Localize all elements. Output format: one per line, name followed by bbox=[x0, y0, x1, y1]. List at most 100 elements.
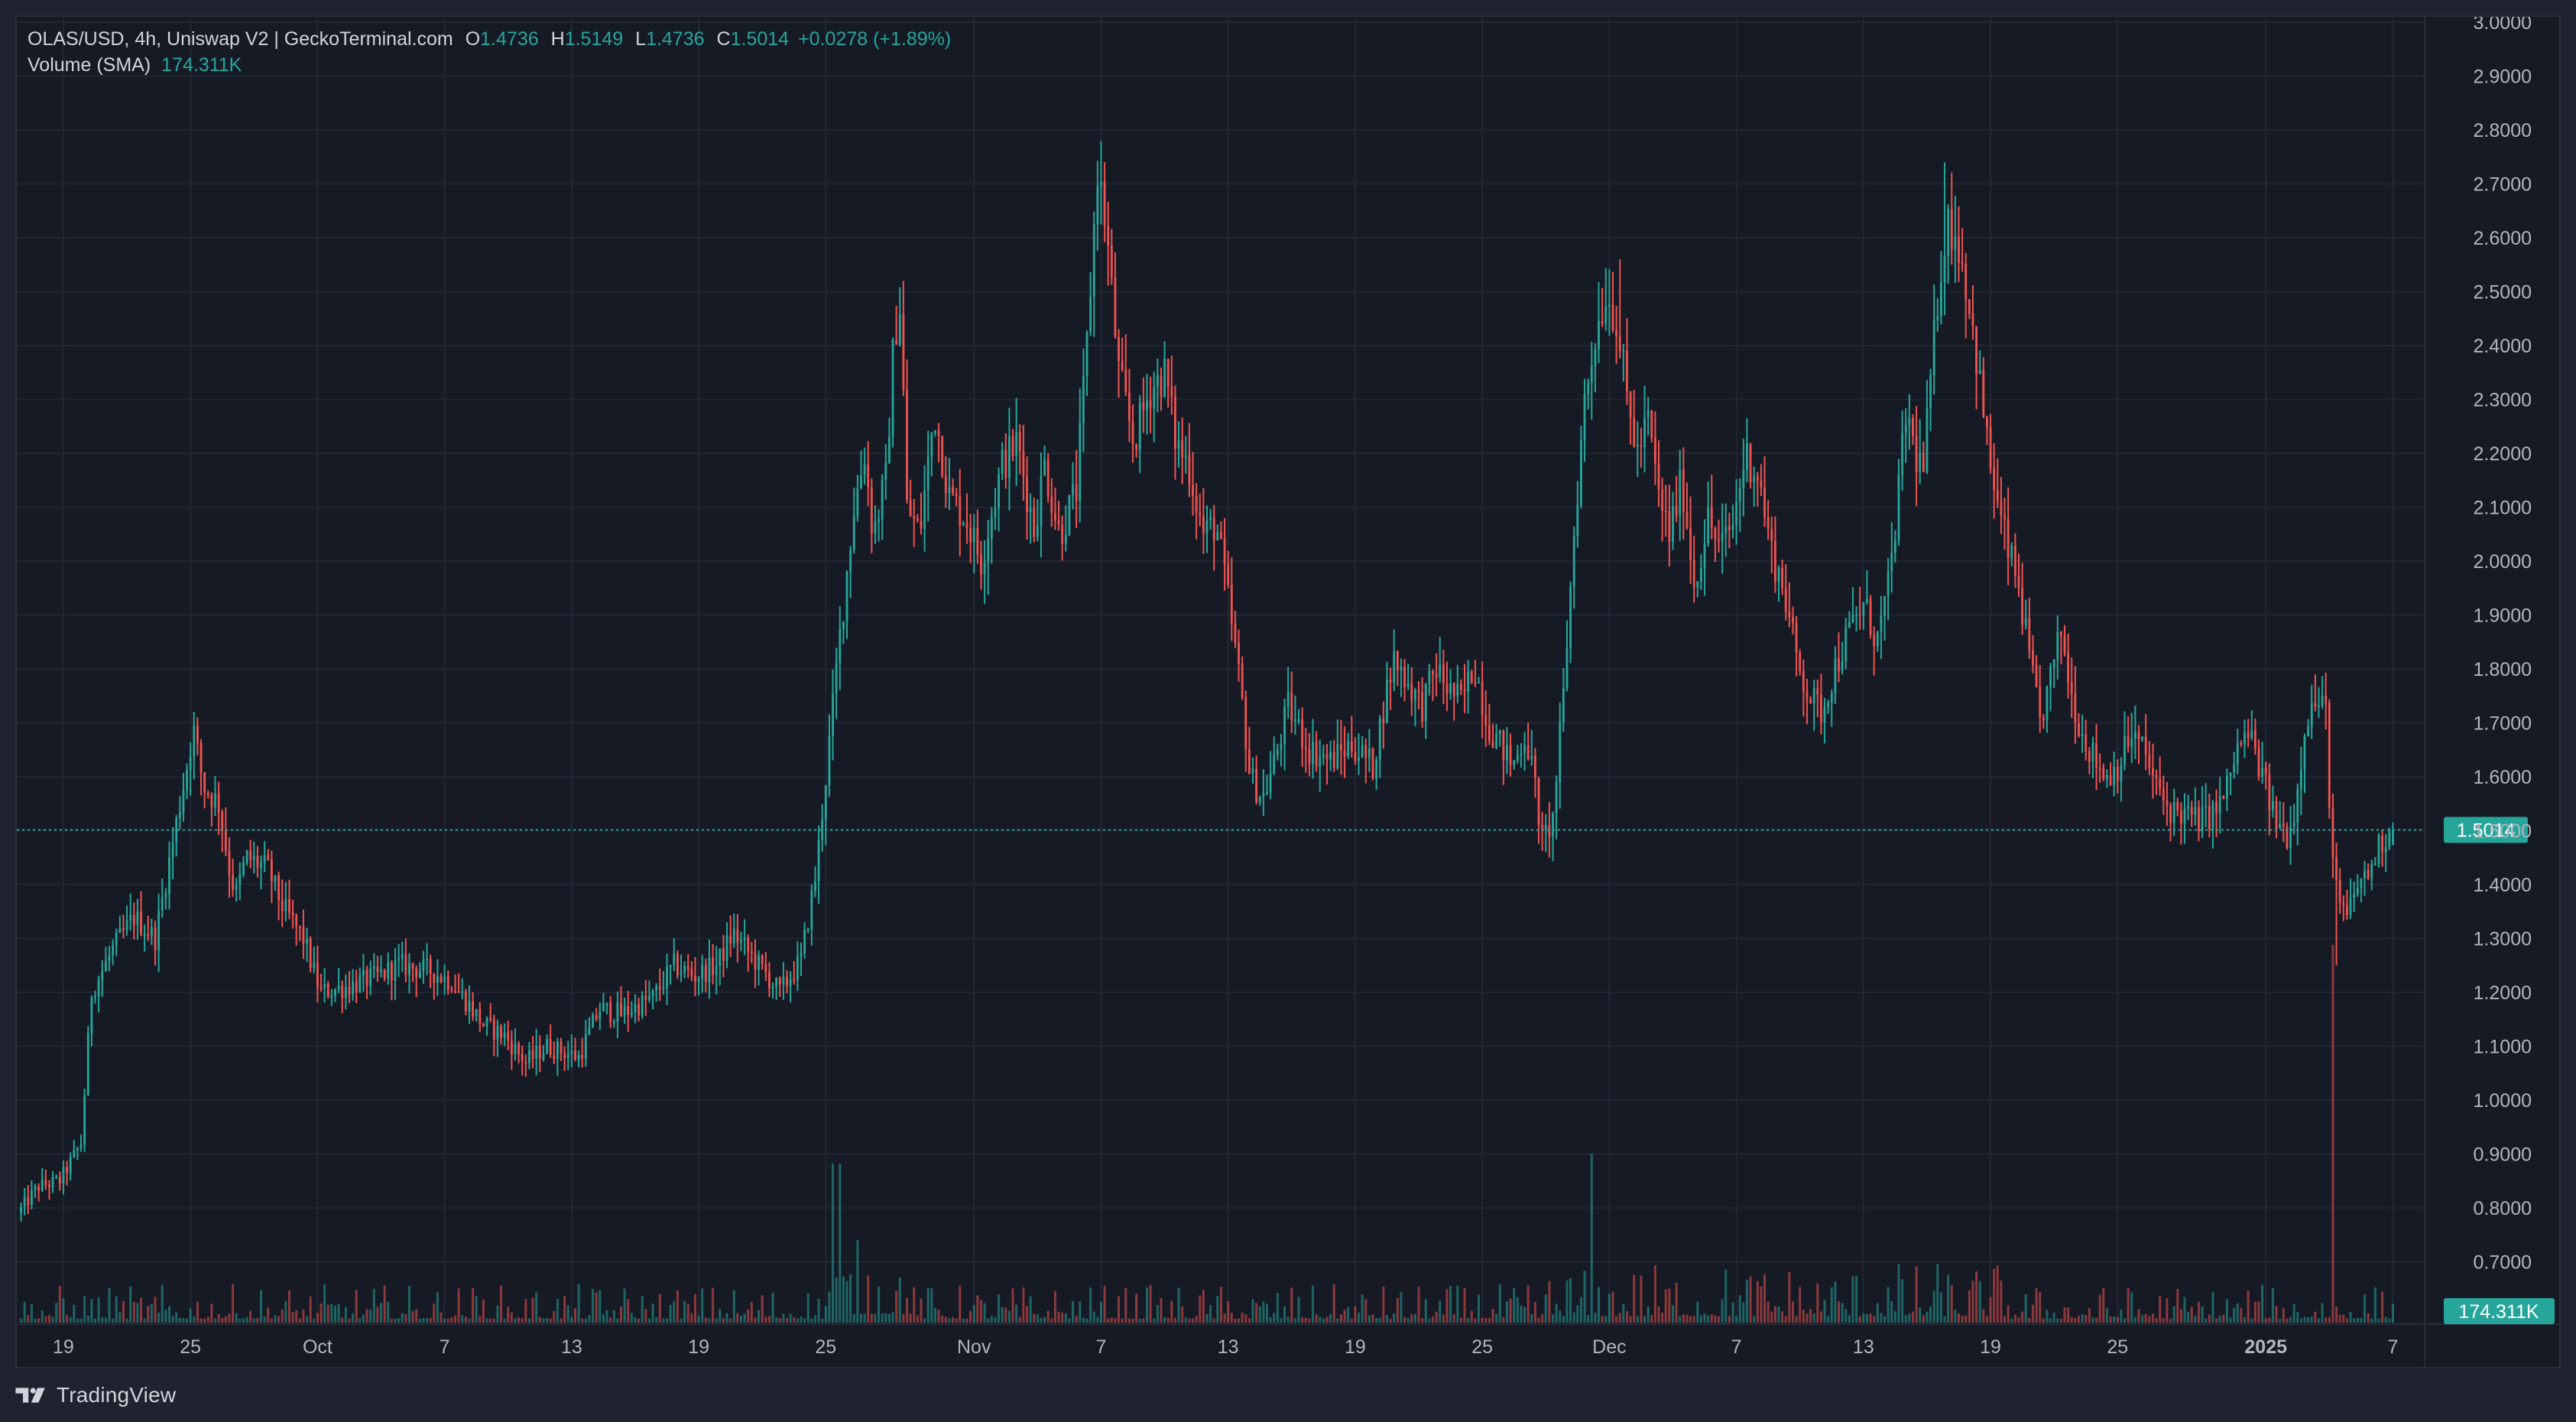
volume-bar bbox=[708, 1318, 711, 1323]
volume-bar bbox=[1304, 1317, 1307, 1323]
volume-bar bbox=[284, 1300, 287, 1323]
candle-body bbox=[592, 1015, 594, 1028]
candle-body bbox=[1304, 747, 1307, 749]
candle-body bbox=[1696, 581, 1699, 588]
volume-bar bbox=[1876, 1303, 1879, 1323]
candle-body bbox=[2338, 879, 2341, 904]
candle-body bbox=[2250, 729, 2253, 739]
candle-body bbox=[828, 735, 831, 786]
volume-bar bbox=[1559, 1310, 1562, 1323]
chart-panel[interactable]: 1.5014 174.311K 3.0000 2.9000 2.8000 2.7000 2… bbox=[15, 15, 2561, 1368]
candle-body bbox=[524, 1061, 527, 1063]
volume-bar bbox=[2353, 1318, 2356, 1323]
tradingview-brand[interactable]: TradingView bbox=[57, 1383, 177, 1407]
time-axis[interactable]: 19 25 Oct 7 13 19 25 Nov 7 13 19 25 Dec 7 13 19 25 2025 7 bbox=[53, 1336, 2398, 1358]
candle-body bbox=[2321, 695, 2324, 706]
tradingview-logo-icon[interactable] bbox=[15, 1386, 49, 1404]
volume-bar bbox=[2091, 1317, 2094, 1323]
candle-body bbox=[1364, 745, 1367, 758]
volume-bar bbox=[994, 1316, 997, 1323]
volume-bar bbox=[1572, 1312, 1575, 1323]
candle-body bbox=[1636, 445, 1639, 447]
volume-bar bbox=[1576, 1305, 1579, 1323]
volume-bar bbox=[1219, 1286, 1222, 1323]
volume-bar bbox=[2179, 1309, 2182, 1323]
volume-bar bbox=[1714, 1315, 1717, 1323]
candle-body bbox=[450, 989, 453, 992]
candle-body bbox=[778, 978, 781, 985]
volume-bar bbox=[1135, 1294, 1138, 1323]
volume-bar bbox=[2141, 1315, 2144, 1323]
volume-bar bbox=[1555, 1304, 1558, 1323]
candle-body bbox=[2289, 826, 2292, 849]
volume-bar bbox=[1629, 1316, 1632, 1323]
volume-bar bbox=[1721, 1299, 1724, 1323]
volume-bar bbox=[2197, 1301, 2200, 1323]
volume-bar bbox=[810, 1318, 813, 1323]
volume-bar bbox=[609, 1317, 612, 1323]
candle-body bbox=[256, 855, 259, 868]
volume-bar bbox=[2155, 1318, 2158, 1323]
volume-bar bbox=[206, 1316, 209, 1323]
volume-bar bbox=[2236, 1303, 2239, 1323]
time-tick-label: 25 bbox=[815, 1336, 836, 1358]
symbol-title[interactable]: OLAS/USD, 4h, Uniswap V2 | GeckoTerminal… bbox=[28, 28, 453, 50]
volume-bar bbox=[2021, 1311, 2024, 1323]
price-axis[interactable]: 3.0000 2.9000 2.8000 2.7000 2.6000 2.5000 2.40… bbox=[2474, 17, 2532, 1274]
volume-bar bbox=[2370, 1318, 2373, 1323]
candle-body bbox=[627, 1005, 630, 1015]
volume-bar bbox=[274, 1315, 277, 1323]
volume-bar bbox=[803, 1318, 806, 1323]
volume-bar bbox=[440, 1312, 443, 1323]
volume-bar bbox=[979, 1300, 982, 1323]
candle-body bbox=[655, 985, 658, 991]
candle-body bbox=[475, 1008, 478, 1017]
candle-body bbox=[189, 757, 192, 770]
volume-bar bbox=[313, 1318, 316, 1323]
candle-body bbox=[1936, 316, 1939, 321]
candle-body bbox=[1922, 453, 1925, 472]
volume-bar bbox=[1692, 1316, 1695, 1323]
volume-bar bbox=[1718, 1316, 1721, 1323]
volume-bar bbox=[878, 1287, 881, 1323]
candle-body bbox=[2342, 903, 2345, 905]
volume-bar bbox=[2218, 1315, 2221, 1323]
candle-body bbox=[365, 969, 368, 986]
price-chart[interactable]: 1.5014 174.311K 3.0000 2.9000 2.8000 2.7000 2… bbox=[17, 17, 2561, 1368]
candle-body bbox=[1329, 752, 1332, 760]
candle-body bbox=[1858, 614, 1861, 616]
volume-bar bbox=[2166, 1298, 2169, 1323]
candle-body bbox=[1484, 715, 1488, 726]
volume-bar bbox=[832, 1164, 835, 1323]
volume-bar bbox=[1728, 1316, 1731, 1323]
candle-body bbox=[2187, 806, 2190, 810]
candle-body bbox=[690, 969, 693, 976]
candle-body bbox=[867, 465, 870, 488]
candle-body bbox=[2388, 830, 2391, 848]
volume-bar bbox=[1153, 1318, 1156, 1323]
candle-body bbox=[1142, 402, 1145, 411]
volume-bar bbox=[767, 1316, 771, 1323]
candle-body bbox=[1050, 496, 1053, 513]
volume-bar bbox=[965, 1318, 968, 1323]
candle-body bbox=[461, 991, 464, 993]
candle-body bbox=[1340, 744, 1342, 751]
candle-body bbox=[1746, 443, 1748, 470]
candle-body bbox=[605, 1002, 608, 1005]
candle-body bbox=[1343, 750, 1346, 757]
volume-bar bbox=[920, 1298, 923, 1323]
volume-bar bbox=[510, 1312, 513, 1323]
candle-body bbox=[44, 1179, 47, 1186]
volume-bar bbox=[461, 1315, 464, 1323]
volume-bar bbox=[175, 1312, 178, 1323]
candle-body bbox=[1724, 526, 1728, 534]
volume-bar bbox=[595, 1292, 598, 1323]
candle-body bbox=[729, 936, 732, 944]
volume-bar bbox=[1015, 1304, 1018, 1323]
volume-bar bbox=[542, 1318, 545, 1323]
candle-body bbox=[2084, 734, 2088, 752]
volume-label[interactable]: Volume (SMA) bbox=[28, 54, 151, 76]
volume-bar bbox=[806, 1293, 809, 1323]
candle-body bbox=[1247, 748, 1251, 774]
volume-bar bbox=[55, 1303, 58, 1323]
